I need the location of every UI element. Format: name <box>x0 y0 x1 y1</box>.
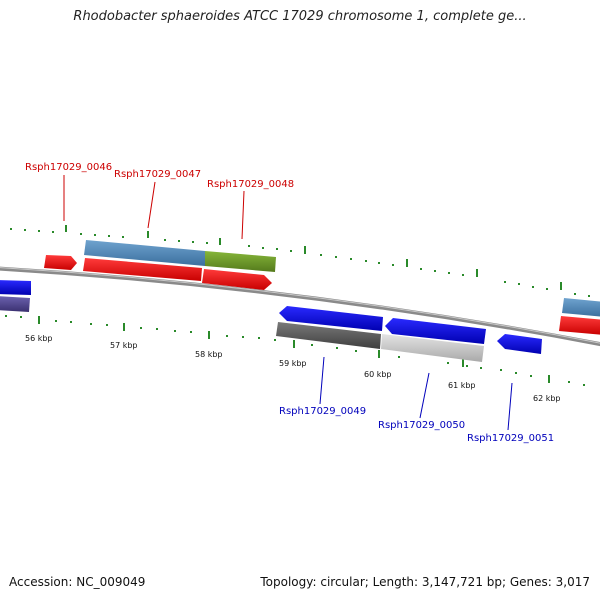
reverse-gene-labels: Rsph17029_0049 Rsph17029_0050 Rsph17029_… <box>279 406 554 444</box>
gene-label-rsph17029-0051[interactable]: Rsph17029_0051 <box>467 433 554 444</box>
gene-label-rsph17029-0047[interactable]: Rsph17029_0047 <box>114 169 201 180</box>
scale-label-62: 62 kbp <box>533 394 561 403</box>
scale-label-61: 61 kbp <box>448 381 476 390</box>
feature-bar-steelblue-right[interactable] <box>562 298 600 317</box>
feature-bar-light-gray[interactable] <box>381 334 484 362</box>
gene-label-rsph17029-0046[interactable]: Rsph17029_0046 <box>25 162 112 173</box>
genome-summary-text: Topology: circular; Length: 3,147,721 bp… <box>260 575 590 589</box>
reverse-scale-track <box>5 315 585 386</box>
feature-bar-dark-gray[interactable] <box>276 322 381 349</box>
feature-bar-olive[interactable] <box>205 251 276 272</box>
scale-label-58: 58 kbp <box>195 350 223 359</box>
feature-bar-purple[interactable] <box>0 296 30 312</box>
gene-arrow-rsph17029-0046[interactable] <box>44 255 77 270</box>
forward-gene-labels: Rsph17029_0046 Rsph17029_0047 Rsph17029_… <box>25 162 294 190</box>
gene-arrow-rsph17029-0051[interactable] <box>497 334 542 354</box>
feature-bar-steelblue[interactable] <box>84 240 205 266</box>
gene-arrow-right-edge[interactable] <box>559 316 600 335</box>
forward-label-leaders <box>63 175 245 240</box>
reverse-label-leaders <box>319 356 513 431</box>
chromosome-backbone <box>0 266 600 347</box>
gene-arrow-left-edge[interactable] <box>0 280 31 295</box>
gene-arrow-rsph17029-0047[interactable] <box>83 258 202 281</box>
gene-arrow-rsph17029-0048[interactable] <box>202 269 272 290</box>
scale-label-57: 57 kbp <box>110 341 138 350</box>
scale-label-60: 60 kbp <box>364 370 392 379</box>
scale-labels: 56 kbp 57 kbp 58 kbp 59 kbp 60 kbp 61 kb… <box>25 334 561 403</box>
gene-arrow-rsph17029-0050[interactable] <box>385 318 486 344</box>
scale-label-59: 59 kbp <box>279 359 307 368</box>
gene-label-rsph17029-0048[interactable]: Rsph17029_0048 <box>207 179 294 190</box>
map-title: Rhodobacter sphaeroides ATCC 17029 chrom… <box>73 9 527 24</box>
gene-label-rsph17029-0049[interactable]: Rsph17029_0049 <box>279 406 366 417</box>
scale-label-56: 56 kbp <box>25 334 53 343</box>
forward-features <box>44 240 600 335</box>
gene-arrow-rsph17029-0049[interactable] <box>279 306 383 331</box>
gene-label-rsph17029-0050[interactable]: Rsph17029_0050 <box>378 420 465 431</box>
accession-text: Accession: NC_009049 <box>9 575 146 589</box>
forward-scale-track <box>10 225 590 297</box>
reverse-features <box>0 280 542 362</box>
